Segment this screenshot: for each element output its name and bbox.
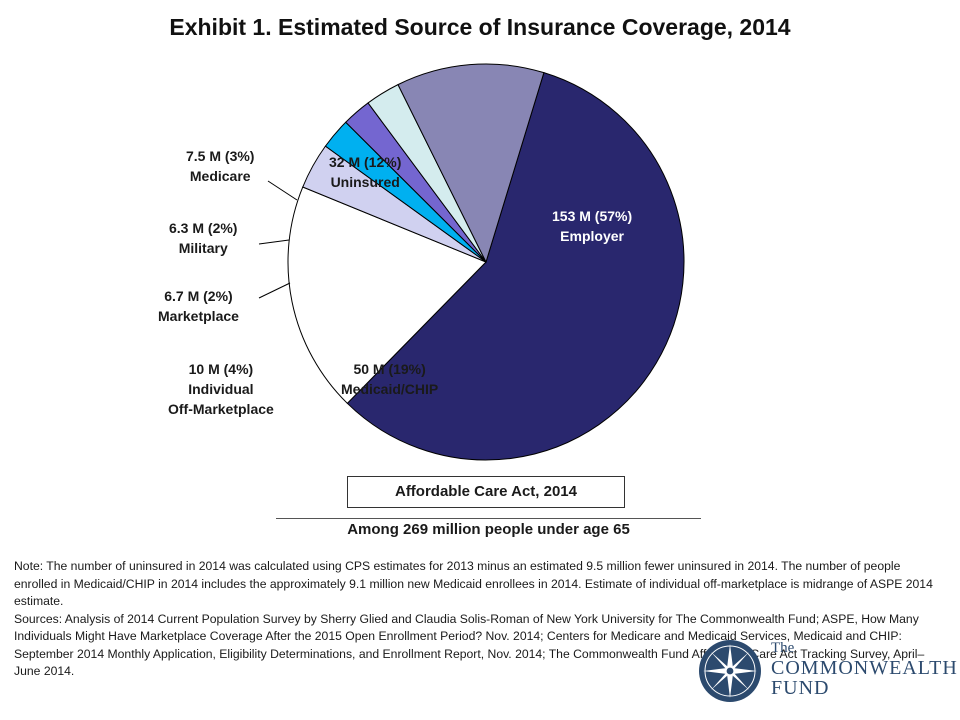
slice-value-employer: 153 M (57%) — [552, 208, 633, 224]
chart-title: Exhibit 1. Estimated Source of Insurance… — [169, 14, 791, 40]
leader-line-1 — [258, 239, 290, 245]
slice-category-marketplace: Marketplace — [158, 308, 239, 324]
leader-line-2 — [258, 282, 291, 299]
slice-category-individual-line2: Off-Marketplace — [168, 401, 274, 417]
slice-value-individual: 10 M (4%) — [188, 361, 254, 377]
slice-category-medicare: Medicare — [189, 168, 251, 184]
pie-slice-employer — [346, 72, 685, 461]
slice-value-medicare: 7.5 M (3%) — [186, 148, 255, 164]
note-text: Note: The number of uninsured in 2014 wa… — [14, 559, 933, 608]
slice-label-uninsured: 32 M (12%) Uninsured — [329, 152, 401, 192]
logo-the: The — [771, 640, 795, 656]
slice-label-military: 6.3 M (2%) Military — [169, 218, 237, 258]
population-caption: Among 269 million people under age 65 — [347, 521, 630, 538]
logo-name: COMMONWEALTH FUND — [771, 658, 958, 698]
sources-text: Sources: Analysis of 2014 Current Popula… — [14, 611, 925, 679]
slice-label-employer: 153 M (57%) Employer — [552, 206, 632, 246]
pie-slice-medicaid-chip — [287, 186, 487, 405]
aca-label-box: Affordable Care Act, 2014 — [347, 476, 625, 508]
slice-label-medicare: 7.5 M (3%) Medicare — [186, 146, 254, 186]
notes-block: Note: The number of uninsured in 2014 wa… — [14, 558, 944, 681]
slice-category-individual: Individual — [188, 381, 254, 397]
commonwealth-fund-logo: The COMMONWEALTH FUND — [697, 636, 957, 712]
divider-line — [276, 518, 701, 519]
leader-line-0 — [267, 180, 298, 201]
slice-value-uninsured: 32 M (12%) — [329, 154, 402, 170]
slice-category-uninsured: Uninsured — [330, 174, 400, 190]
slice-label-individual: 10 M (4%) Individual Off-Marketplace — [168, 359, 274, 419]
slice-value-marketplace: 6.7 M (2%) — [164, 288, 233, 304]
slice-label-medicaid: 50 M (19%) Medicaid/CHIP — [341, 359, 438, 399]
slice-category-medicaid: Medicaid/CHIP — [341, 381, 439, 397]
pie-chart — [258, 63, 685, 461]
logo-line1: COMMONWEALTH — [771, 657, 958, 679]
slice-value-military: 6.3 M (2%) — [169, 220, 238, 236]
slice-value-medicaid: 50 M (19%) — [353, 361, 426, 377]
slice-category-employer: Employer — [560, 228, 624, 244]
logo-line2: FUND — [771, 677, 830, 699]
slice-label-marketplace: 6.7 M (2%) Marketplace — [158, 286, 239, 326]
compass-star-icon — [699, 640, 761, 702]
slice-category-military: Military — [178, 240, 228, 256]
pie-slice-uninsured — [397, 63, 545, 264]
